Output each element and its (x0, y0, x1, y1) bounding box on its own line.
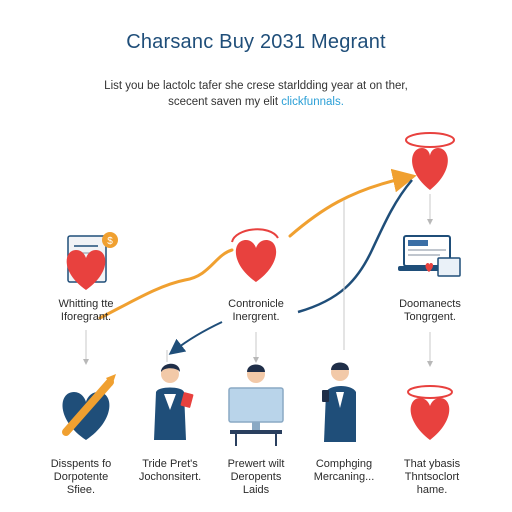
subtitle-text: scecent saven my elit (168, 96, 282, 108)
orange-growth-curve (98, 248, 234, 320)
navy-return-arrow (168, 321, 223, 355)
heart-halo-icon (407, 385, 453, 440)
node-that-line2: Thntsoclort (404, 471, 460, 483)
node-tride-line2: Jochonsitert. (138, 471, 202, 483)
node-contronicle-label: Contronicle Inergrent. (196, 298, 316, 324)
svg-text:$: $ (107, 236, 113, 247)
man-phone-icon (322, 362, 356, 442)
node-comphging-label: Comphging Mercaning... (292, 458, 396, 484)
man-computer-icon (228, 364, 284, 446)
subtitle: List you be lactolc tafer she crese star… (40, 78, 472, 110)
node-prewert-label: Prewert wilt Deropents Laids (206, 458, 306, 497)
subtitle-line-1: List you be lactolc tafer she crese star… (104, 80, 408, 92)
node-prewert-line1: Prewert wilt (227, 458, 285, 470)
node-disspents-line2: Dorpotente (53, 471, 109, 483)
node-comphging-line1: Comphging (315, 458, 373, 470)
node-doomanects-label: Doomanects Tongrgent. (370, 298, 490, 324)
node-disspents-line3: Sfiee. (66, 484, 96, 496)
orange-growth-curve-2 (288, 168, 417, 238)
heart-arrow-icon (62, 374, 116, 440)
heart-icon (231, 228, 279, 282)
page-title: Charsanc Buy 2031 Megrant (126, 31, 386, 53)
node-doomanects-line2: Tongrgent. (404, 311, 456, 323)
node-doomanects-line1: Doomanects (399, 298, 461, 310)
node-prewert-line3: Laids (242, 484, 270, 496)
node-whitting-line1: Whitting tte (58, 298, 114, 310)
node-that-line3: hame. (416, 484, 448, 496)
node-contronicle-line1: Contronicle (228, 298, 284, 310)
subtitle-line-2: scecent saven my elit clickfunnals. (40, 94, 472, 110)
node-disspents-line1: Disspents fo (50, 458, 112, 470)
node-that-line1: That ybasis (403, 458, 461, 470)
node-whitting-label: Whitting tte Iforegrant. (36, 298, 136, 324)
node-tride-label: Tride Pret's Jochonsitert. (118, 458, 222, 484)
node-comphging-line2: Mercaning... (313, 471, 375, 483)
node-prewert-line2: Deropents (230, 471, 282, 483)
navy-growth-curve (297, 179, 413, 314)
node-tride-line1: Tride Pret's (142, 458, 198, 470)
node-that-label: That ybasis Thntsoclort hame. (380, 458, 484, 497)
node-contronicle-line2: Inergrent. (232, 311, 280, 323)
document-heart-icon: $ (66, 232, 118, 290)
node-disspents-label: Disspents fo Dorpotente Sfiee. (26, 458, 136, 497)
top-heart-icon (405, 132, 455, 190)
subtitle-link[interactable]: clickfunnals. (281, 96, 344, 108)
node-whitting-line2: Iforegrant. (60, 311, 112, 323)
laptop-heart-icon (398, 235, 461, 277)
woman-phone-icon (154, 363, 194, 440)
